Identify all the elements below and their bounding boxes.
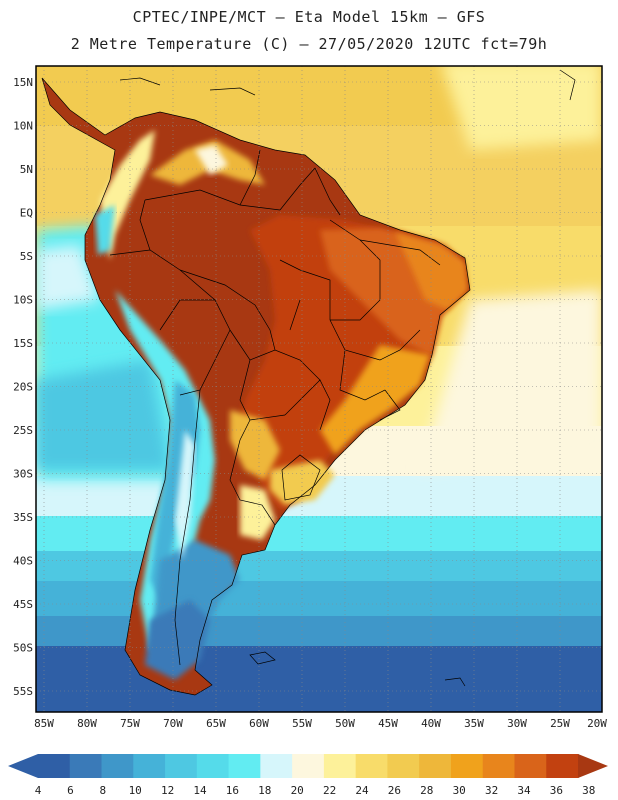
lon-label: 85W bbox=[34, 717, 54, 730]
lat-label: 15N bbox=[13, 76, 33, 89]
colorbar-tick: 24 bbox=[355, 784, 369, 797]
lon-label: 45W bbox=[378, 717, 398, 730]
colorbar-swatch bbox=[292, 754, 325, 778]
colorbar-swatch bbox=[482, 754, 516, 778]
colorbar-swatch bbox=[387, 754, 420, 778]
lon-label: 75W bbox=[120, 717, 140, 730]
colorbar-tick: 22 bbox=[323, 784, 336, 797]
title-line-1: CPTEC/INPE/MCT – Eta Model 15km – GFS bbox=[132, 8, 486, 26]
colorbar-swatch bbox=[196, 754, 230, 778]
colorbar-swatch bbox=[101, 754, 134, 778]
colorbar-left-arrow bbox=[8, 754, 38, 778]
colorbar-tick: 30 bbox=[453, 784, 466, 797]
temperature-field bbox=[36, 66, 602, 712]
longitude-axis: 85W 80W 75W 70W 65W 60W 55W 50W 45W 40W … bbox=[34, 717, 607, 730]
colorbar-swatch bbox=[69, 754, 103, 778]
lat-label: 15S bbox=[13, 337, 33, 350]
lon-label: 35W bbox=[464, 717, 484, 730]
colorbar-tick: 18 bbox=[258, 784, 271, 797]
colorbar-swatch bbox=[450, 754, 484, 778]
lon-label: 25W bbox=[550, 717, 570, 730]
colorbar-tick: 12 bbox=[161, 784, 174, 797]
colorbar-tick: 26 bbox=[388, 784, 401, 797]
colorbar-swatch bbox=[165, 754, 198, 778]
colorbar-tick: 10 bbox=[129, 784, 142, 797]
lat-label: 25S bbox=[13, 424, 33, 437]
colorbar-swatch bbox=[419, 754, 452, 778]
lon-label: 60W bbox=[249, 717, 269, 730]
colorbar-tick: 16 bbox=[226, 784, 239, 797]
colorbar-tick: 38 bbox=[582, 784, 595, 797]
lon-label: 65W bbox=[206, 717, 226, 730]
lon-label: 80W bbox=[77, 717, 97, 730]
lat-label: 5N bbox=[20, 163, 33, 176]
colorbar-swatch bbox=[260, 754, 293, 778]
colorbar-swatch bbox=[323, 754, 357, 778]
colorbar-swatch bbox=[355, 754, 389, 778]
lat-label: 5S bbox=[20, 250, 33, 263]
colorbar-tick: 32 bbox=[485, 784, 498, 797]
colorbar-tick: 28 bbox=[420, 784, 433, 797]
colorbar-right-arrow bbox=[578, 754, 608, 778]
lon-label: 40W bbox=[421, 717, 441, 730]
lat-label: 50S bbox=[13, 642, 33, 655]
lon-label: 50W bbox=[335, 717, 355, 730]
colorbar: 4 6 8 10 12 14 16 18 20 22 24 26 28 30 3… bbox=[8, 754, 608, 797]
lat-label: 30S bbox=[13, 468, 33, 481]
lon-label: 55W bbox=[292, 717, 312, 730]
lat-label: 45S bbox=[13, 598, 33, 611]
lon-label: 30W bbox=[507, 717, 527, 730]
colorbar-swatch bbox=[38, 754, 71, 778]
lat-label: 35S bbox=[13, 511, 33, 524]
colorbar-tick: 8 bbox=[99, 784, 106, 797]
colorbar-swatch bbox=[514, 754, 547, 778]
lat-label: EQ bbox=[20, 207, 33, 220]
lat-label: 10S bbox=[13, 294, 33, 307]
lat-label: 10N bbox=[13, 120, 33, 133]
colorbar-swatch bbox=[546, 754, 579, 778]
colorbar-tick: 34 bbox=[517, 784, 531, 797]
lon-label: 20W bbox=[587, 717, 607, 730]
lat-label: 20S bbox=[13, 381, 33, 394]
colorbar-tick: 4 bbox=[35, 784, 42, 797]
colorbar-tick: 20 bbox=[291, 784, 304, 797]
title-line-2: 2 Metre Temperature (C) – 27/05/2020 12U… bbox=[70, 35, 548, 53]
lon-label: 70W bbox=[163, 717, 183, 730]
colorbar-tick: 36 bbox=[550, 784, 563, 797]
colorbar-tick: 14 bbox=[193, 784, 207, 797]
map-frame bbox=[35, 65, 603, 713]
lat-label: 55S bbox=[13, 685, 33, 698]
colorbar-swatch bbox=[228, 754, 261, 778]
latitude-axis: 15N 10N 5N EQ 5S 10S 15S 20S 25S 30S 35S… bbox=[13, 76, 33, 698]
colorbar-swatch bbox=[133, 754, 166, 778]
lat-label: 40S bbox=[13, 555, 33, 568]
colorbar-tick: 6 bbox=[67, 784, 74, 797]
